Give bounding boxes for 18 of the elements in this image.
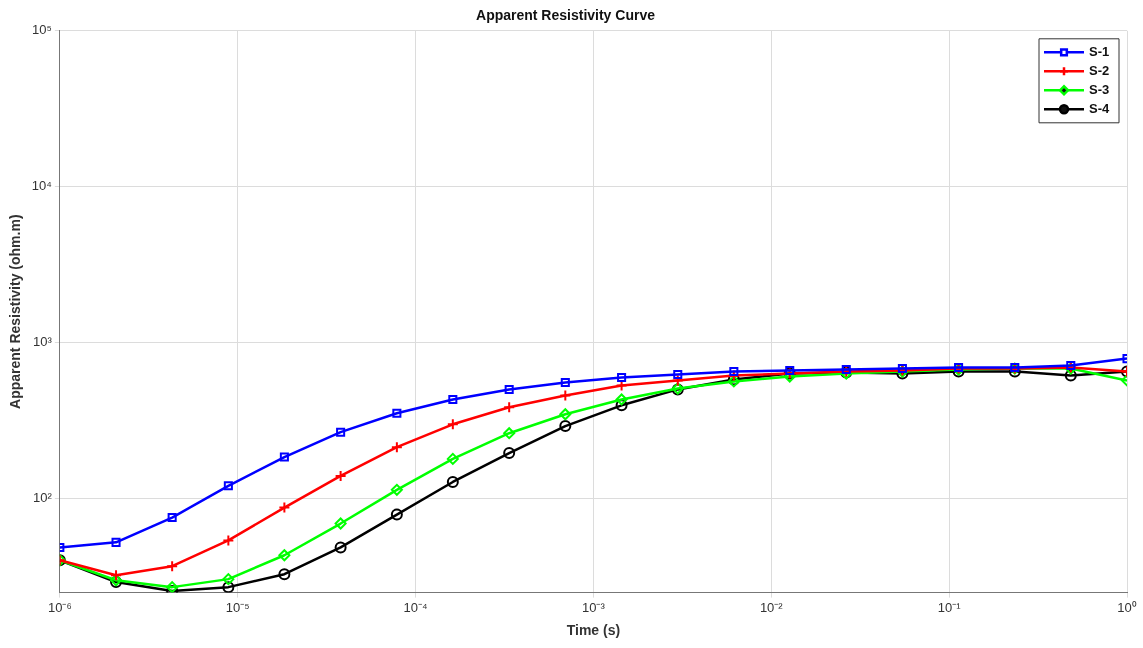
y-tick-label: 10⁴ [31,178,52,194]
x-tick-label: 10⁻² [759,599,784,615]
chart-title: Apparent Resistivity Curve [476,7,656,24]
x-tick-label: 10⁰ [1117,599,1137,615]
x-tick-label: 10⁻³ [582,599,606,615]
y-tick-label: 10³ [33,334,53,350]
x-tick-label: 10⁻⁴ [403,599,428,615]
x-tick-label: 10⁻⁶ [47,599,72,615]
x-tick-label: 10⁻⁵ [225,599,250,615]
y-tick-label: 10² [33,490,53,506]
legend-label: S-4 [1089,100,1110,116]
x-tick-label: 10⁻¹ [937,599,962,615]
legend-label: S-3 [1089,81,1110,97]
y-axis-title: Apparent Resistivity (ohm.m) [7,214,24,409]
x-axis-title: Time (s) [566,622,621,639]
legend-label: S-1 [1089,43,1110,59]
y-tick-label: 10⁵ [31,22,52,38]
legend-label: S-2 [1089,62,1110,78]
